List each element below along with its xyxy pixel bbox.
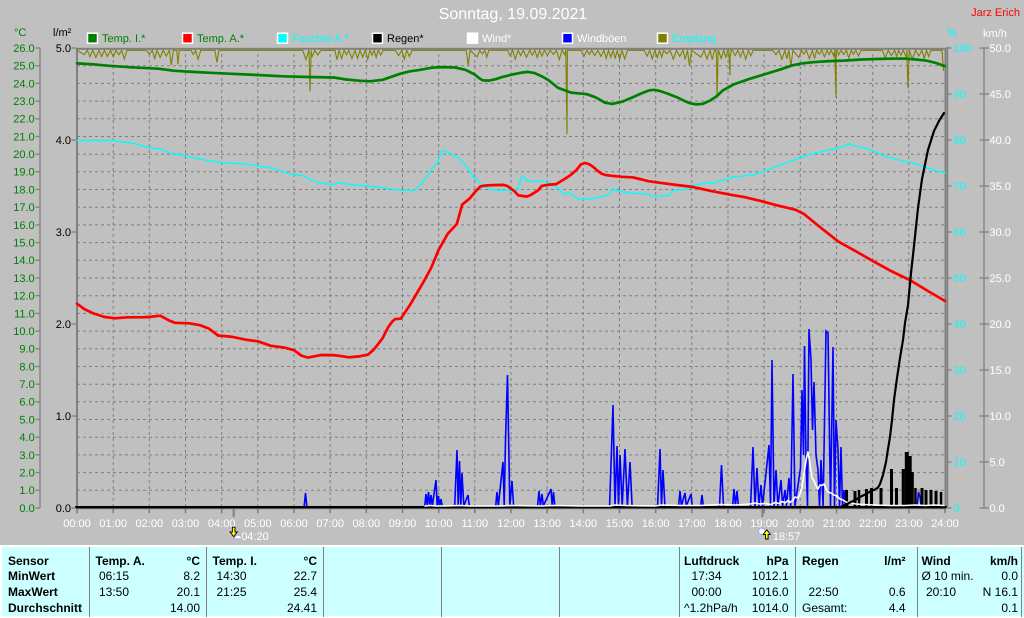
svg-text:9.0: 9.0 xyxy=(19,344,34,356)
svg-text:23.0: 23.0 xyxy=(13,96,34,108)
svg-text:30.0: 30.0 xyxy=(990,227,1011,239)
svg-text:90: 90 xyxy=(954,89,966,101)
svg-text:%: % xyxy=(947,27,957,39)
svg-text:5.0: 5.0 xyxy=(56,43,71,55)
svg-text:Empfang: Empfang xyxy=(672,33,716,45)
svg-text:3.0: 3.0 xyxy=(56,227,71,239)
svg-text:11:00: 11:00 xyxy=(461,518,488,530)
svg-text:15.0: 15.0 xyxy=(990,365,1011,377)
svg-text:Wind*: Wind* xyxy=(482,33,512,45)
svg-text:20:00: 20:00 xyxy=(787,518,815,530)
svg-text:03:00: 03:00 xyxy=(172,518,200,530)
svg-text:30: 30 xyxy=(954,365,966,377)
svg-text:10.0: 10.0 xyxy=(13,326,34,338)
svg-text:6.0: 6.0 xyxy=(19,397,34,409)
svg-text:12:00: 12:00 xyxy=(497,518,525,530)
svg-text:23:00: 23:00 xyxy=(895,518,923,530)
svg-text:2.0: 2.0 xyxy=(19,468,34,480)
svg-text:3.0: 3.0 xyxy=(19,450,34,462)
svg-text:19:00: 19:00 xyxy=(750,518,778,530)
svg-text:10: 10 xyxy=(954,457,966,469)
svg-text:50: 50 xyxy=(954,273,966,285)
svg-text:24.0: 24.0 xyxy=(13,78,34,90)
svg-text:12.0: 12.0 xyxy=(13,291,34,303)
svg-text:22:00: 22:00 xyxy=(859,518,887,530)
svg-text:0.0: 0.0 xyxy=(19,503,34,515)
svg-text:18:57: 18:57 xyxy=(773,531,801,543)
svg-text:5.0: 5.0 xyxy=(990,457,1005,469)
svg-text:22.0: 22.0 xyxy=(13,114,34,126)
svg-text:13:00: 13:00 xyxy=(533,518,561,530)
svg-text:4.0: 4.0 xyxy=(56,135,71,147)
svg-text:Temp. I.*: Temp. I.* xyxy=(102,33,146,45)
svg-text:l/m²: l/m² xyxy=(53,27,72,39)
svg-text:2.0: 2.0 xyxy=(56,319,71,331)
svg-text:5.0: 5.0 xyxy=(19,414,34,426)
svg-text:01:00: 01:00 xyxy=(99,518,127,530)
svg-text:50.0: 50.0 xyxy=(990,43,1011,55)
svg-text:21:00: 21:00 xyxy=(823,518,851,530)
svg-text:7.0: 7.0 xyxy=(19,379,34,391)
svg-text:17.0: 17.0 xyxy=(13,202,34,214)
svg-text:Temp. A.*: Temp. A.* xyxy=(197,33,245,45)
svg-text:40: 40 xyxy=(954,319,966,331)
svg-text:18:00: 18:00 xyxy=(714,518,742,530)
svg-text:80: 80 xyxy=(954,135,966,147)
svg-text:°C: °C xyxy=(14,27,26,39)
svg-text:17:00: 17:00 xyxy=(678,518,706,530)
svg-text:25.0: 25.0 xyxy=(990,273,1011,285)
svg-text:00:00: 00:00 xyxy=(63,518,91,530)
svg-text:Jarz Erich: Jarz Erich xyxy=(971,7,1020,19)
svg-text:24:00: 24:00 xyxy=(931,518,959,530)
svg-text:18.0: 18.0 xyxy=(13,184,34,196)
svg-text:08:00: 08:00 xyxy=(353,518,381,530)
svg-text:8.0: 8.0 xyxy=(19,361,34,373)
svg-text:Feuchte A.*: Feuchte A.* xyxy=(292,33,350,45)
svg-text:45.0: 45.0 xyxy=(990,89,1011,101)
svg-text:100: 100 xyxy=(954,43,972,55)
svg-text:0.0: 0.0 xyxy=(990,503,1005,515)
svg-text:05:00: 05:00 xyxy=(244,518,272,530)
svg-text:19.0: 19.0 xyxy=(13,167,34,179)
svg-text:10:00: 10:00 xyxy=(425,518,453,530)
svg-text:20.0: 20.0 xyxy=(990,319,1011,331)
svg-text:06:00: 06:00 xyxy=(280,518,308,530)
svg-text:0: 0 xyxy=(954,503,960,515)
svg-text:40.0: 40.0 xyxy=(990,135,1011,147)
svg-text:13.0: 13.0 xyxy=(13,273,34,285)
svg-text:1.0: 1.0 xyxy=(56,411,71,423)
svg-text:20.0: 20.0 xyxy=(13,149,34,161)
svg-text:20: 20 xyxy=(954,411,966,423)
svg-text:26.0: 26.0 xyxy=(13,43,34,55)
svg-text:16.0: 16.0 xyxy=(13,220,34,232)
svg-text:14:00: 14:00 xyxy=(570,518,598,530)
svg-text:25.0: 25.0 xyxy=(13,61,34,73)
svg-text:16:00: 16:00 xyxy=(642,518,670,530)
svg-text:10.0: 10.0 xyxy=(990,411,1011,423)
svg-text:4.0: 4.0 xyxy=(19,432,34,444)
svg-text:0.0: 0.0 xyxy=(56,503,71,515)
svg-text:km/h: km/h xyxy=(983,28,1007,40)
svg-text:09:00: 09:00 xyxy=(389,518,417,530)
svg-text:Sonntag, 19.09.2021: Sonntag, 19.09.2021 xyxy=(439,6,588,23)
svg-text:04:00: 04:00 xyxy=(208,518,236,530)
svg-text:1.0: 1.0 xyxy=(19,485,34,497)
svg-text:14.0: 14.0 xyxy=(13,255,34,267)
svg-text:Windböen: Windböen xyxy=(577,33,627,45)
svg-text:07:00: 07:00 xyxy=(316,518,344,530)
svg-text:04:20: 04:20 xyxy=(241,531,269,543)
svg-text:Regen*: Regen* xyxy=(387,33,424,45)
svg-text:15:00: 15:00 xyxy=(606,518,634,530)
svg-text:60: 60 xyxy=(954,227,966,239)
svg-text:15.0: 15.0 xyxy=(13,238,34,250)
svg-text:11.0: 11.0 xyxy=(14,308,35,320)
svg-text:70: 70 xyxy=(954,181,966,193)
svg-text:35.0: 35.0 xyxy=(990,181,1011,193)
svg-text:02:00: 02:00 xyxy=(136,518,164,530)
svg-text:21.0: 21.0 xyxy=(13,131,34,143)
